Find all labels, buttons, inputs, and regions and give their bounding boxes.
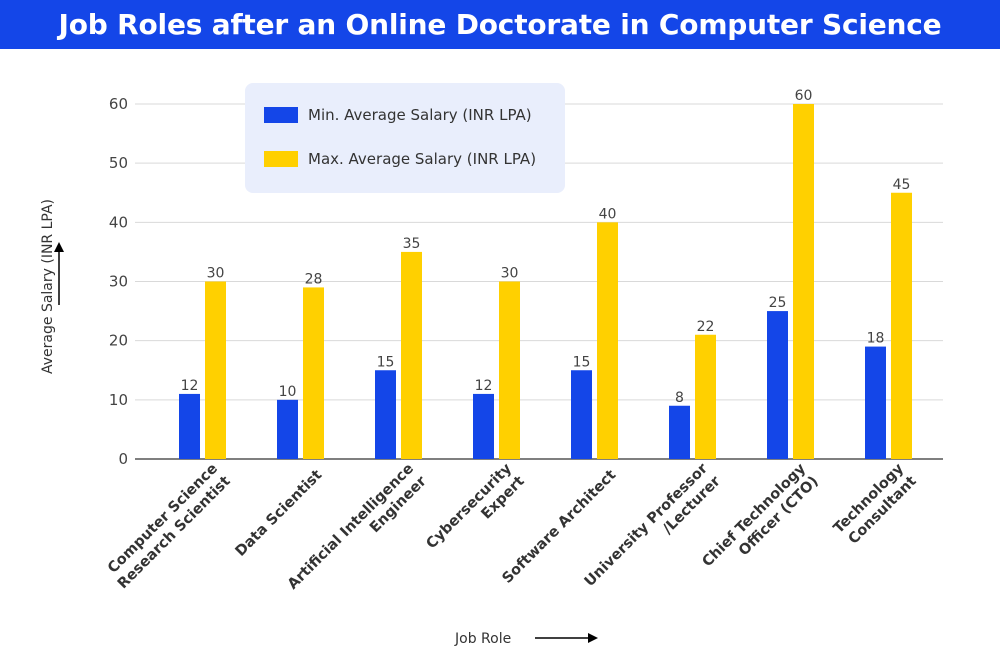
bar-value-label: 45	[893, 177, 911, 193]
bar-value-label: 40	[599, 206, 617, 222]
min-salary-bar	[277, 399, 298, 459]
y-tick-label: 20	[109, 332, 128, 350]
bar-value-label: 12	[181, 378, 199, 394]
legend-label: Max. Average Salary (INR LPA)	[308, 150, 536, 168]
chart-title: Job Roles after an Online Doctorate in C…	[58, 8, 942, 41]
y-tick-label: 40	[109, 213, 128, 231]
bar-value-label: 60	[795, 88, 813, 104]
x-category-label: Chief TechnologyOfficer (CTO)	[699, 460, 822, 583]
min-salary-bar	[865, 346, 886, 459]
max-salary-bar	[695, 334, 716, 459]
y-tick-label: 50	[109, 154, 128, 172]
y-axis-title: Average Salary (INR LPA)	[40, 199, 56, 374]
bar-value-label: 35	[403, 236, 421, 252]
x-category-label: Data Scientist	[233, 467, 326, 560]
min-salary-bar	[669, 405, 690, 459]
legend-swatch-max	[264, 151, 298, 167]
bar-value-label: 18	[867, 331, 885, 347]
min-salary-bar	[375, 370, 396, 459]
legend-swatch-min	[264, 107, 298, 123]
max-salary-bar	[401, 251, 422, 459]
bar-value-label: 30	[501, 266, 519, 282]
bar-value-label: 30	[207, 266, 225, 282]
x-category-label: CybersecurityExpert	[424, 460, 529, 565]
min-salary-bar	[767, 311, 788, 459]
x-axis-title: Job Role	[454, 631, 511, 647]
max-salary-bar	[793, 104, 814, 459]
bar-value-label: 25	[769, 295, 787, 311]
bar-value-label: 28	[305, 271, 323, 287]
legend-box	[245, 83, 565, 193]
min-salary-bar	[473, 393, 494, 459]
x-axis-arrow-head	[588, 633, 598, 643]
x-category-label: TechnologyConsultant	[831, 460, 920, 549]
min-salary-bar	[571, 370, 592, 459]
max-salary-bar	[597, 222, 618, 459]
title-banner: Job Roles after an Online Doctorate in C…	[0, 0, 1000, 49]
x-category-label: Computer ScienceResearch Scientist	[102, 461, 234, 593]
y-tick-label: 30	[109, 273, 128, 291]
bar-value-label: 12	[475, 378, 493, 394]
legend-label: Min. Average Salary (INR LPA)	[308, 106, 532, 124]
max-salary-bar	[891, 192, 912, 459]
min-salary-bar	[179, 393, 200, 459]
bar-value-label: 22	[697, 319, 715, 335]
y-tick-label: 0	[118, 450, 128, 468]
y-axis-arrow-head	[54, 242, 64, 252]
bar-value-label: 8	[675, 390, 684, 406]
y-tick-label: 60	[109, 95, 128, 113]
max-salary-bar	[499, 281, 520, 459]
max-salary-bar	[205, 281, 226, 459]
bar-value-label: 15	[377, 354, 395, 370]
bar-value-label: 15	[573, 354, 591, 370]
bar-value-label: 10	[279, 384, 297, 400]
y-tick-label: 10	[109, 391, 128, 409]
max-salary-bar	[303, 287, 324, 459]
